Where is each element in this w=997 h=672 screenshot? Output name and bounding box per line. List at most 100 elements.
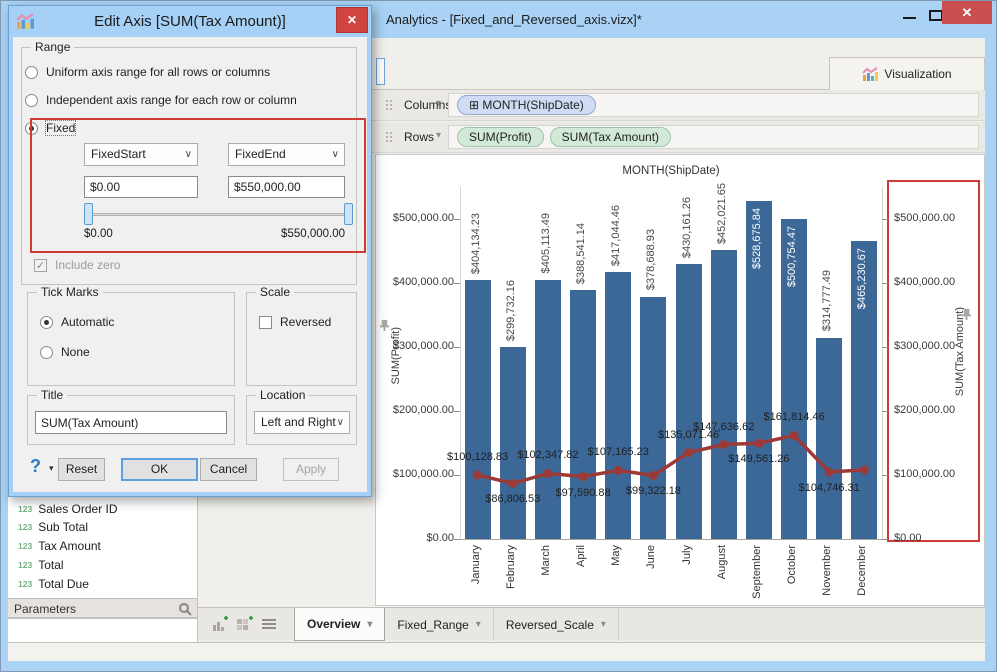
bar[interactable]: [816, 337, 843, 539]
bar[interactable]: [534, 279, 561, 539]
hidden-tab-edge: [376, 58, 385, 85]
bar[interactable]: [570, 290, 597, 539]
line-series: [473, 430, 869, 488]
apply-button[interactable]: Apply: [283, 458, 339, 481]
line-point[interactable]: [578, 472, 588, 482]
bar[interactable]: [781, 218, 808, 539]
bar[interactable]: [710, 249, 737, 539]
line-point[interactable]: [719, 440, 729, 450]
dialog-titlebar[interactable]: Edit Axis [SUM(Tax Amount)] ✕: [9, 6, 371, 37]
field-row-total[interactable]: 123 Total: [18, 555, 64, 574]
new-dashboard-icon[interactable]: [236, 615, 254, 633]
line-point[interactable]: [613, 465, 623, 475]
chevron-down-icon[interactable]: ▾: [436, 98, 442, 109]
radio-button[interactable]: [40, 345, 53, 359]
cancel-button[interactable]: Cancel: [200, 458, 257, 481]
numeric-field-icon: 123: [18, 522, 33, 533]
right-axis-pin-icon[interactable]: [960, 308, 973, 321]
visualization-chart-icon: [862, 66, 879, 81]
parameters-input[interactable]: [8, 618, 198, 644]
fixed-end-combo[interactable]: FixedEnd ∨: [228, 143, 345, 166]
line-value-label: $102,347.82: [517, 449, 579, 462]
location-combo[interactable]: Left and Right ∨: [254, 411, 350, 434]
line-point[interactable]: [648, 470, 658, 480]
minimize-button[interactable]: [899, 7, 921, 25]
field-row-sales-order-id[interactable]: 123 Sales Order ID: [18, 499, 118, 518]
rows-shelf-label: Rows: [404, 130, 435, 144]
field-row-sub-total[interactable]: 123 Sub Total: [18, 518, 88, 537]
left-axis-pin-icon[interactable]: [378, 319, 391, 332]
x-axis-category-label: July: [680, 545, 693, 565]
chevron-down-icon[interactable]: ▾: [436, 130, 442, 141]
range-slider-min-handle[interactable]: [84, 203, 93, 225]
close-button[interactable]: ✕: [942, 1, 992, 24]
right-axis-highlight-box: [887, 180, 980, 542]
line-point[interactable]: [754, 438, 764, 448]
dialog-chart-icon: [16, 13, 34, 29]
tab-visualization[interactable]: Visualization: [829, 57, 985, 90]
range-slider-track[interactable]: [88, 213, 353, 216]
radio-button[interactable]: [25, 93, 38, 107]
ok-button[interactable]: OK: [121, 458, 198, 481]
line-value-label: $97,590.88: [555, 486, 611, 499]
new-worksheet-icon[interactable]: [212, 615, 230, 633]
plot-left-edge: [460, 187, 461, 539]
field-row-total-due[interactable]: 123 Total Due: [18, 574, 89, 593]
search-icon[interactable]: [178, 602, 192, 616]
bar[interactable]: [675, 263, 702, 539]
include-zero-checkbox[interactable]: ✓: [34, 258, 47, 272]
line-point[interactable]: [508, 478, 518, 488]
worksheet-tab-label: Reversed_Scale: [505, 617, 594, 632]
row-pill[interactable]: SUM(Profit): [457, 127, 544, 147]
field-row-tax-amount[interactable]: 123 Tax Amount: [18, 537, 101, 556]
columns-pill-zone: ⊞ MONTH(ShipDate): [448, 93, 979, 117]
bar[interactable]: [851, 241, 878, 539]
right-axis-tick-label: $0.00: [894, 532, 922, 544]
line-point[interactable]: [824, 467, 834, 477]
bar[interactable]: [605, 272, 632, 539]
right-axis-tick: [882, 539, 888, 540]
worksheet-tab-fixed_range[interactable]: Fixed_Range ▾: [385, 608, 494, 641]
line-point[interactable]: [789, 430, 799, 440]
bar[interactable]: [464, 280, 491, 539]
x-axis-category-label: October: [786, 545, 799, 585]
row-pill[interactable]: SUM(Tax Amount): [549, 127, 672, 147]
chart-panel: MONTH(ShipDate) $0.00 $0.00 $100,000.00 $10…: [375, 154, 985, 606]
radio-button[interactable]: [40, 315, 53, 329]
column-pill[interactable]: ⊞ MONTH(ShipDate): [457, 95, 596, 115]
bar[interactable]: [499, 347, 526, 539]
bar[interactable]: [640, 296, 667, 539]
help-button[interactable]: ?: [30, 456, 41, 476]
line-point[interactable]: [859, 465, 869, 475]
line-point[interactable]: [473, 470, 483, 480]
fixed-end-input[interactable]: [228, 176, 345, 198]
left-axis-tick-label: $400,000.00: [392, 276, 454, 288]
drag-handle-icon[interactable]: [386, 100, 388, 102]
columns-shelf-label: Columns: [404, 98, 452, 112]
line-point[interactable]: [684, 448, 694, 458]
fixed-start-input[interactable]: [84, 176, 198, 198]
line-value-label: $99,322.18: [625, 485, 681, 498]
maximize-icon: [929, 10, 943, 21]
line-value-label: $149,561.26: [728, 453, 790, 466]
fixed-start-combo[interactable]: FixedStart ∨: [84, 143, 198, 166]
reset-button[interactable]: Reset: [58, 458, 105, 481]
worksheet-list-icon[interactable]: [260, 615, 278, 633]
field-label: Total: [38, 557, 64, 572]
parameters-bar[interactable]: Parameters: [8, 598, 198, 618]
reversed-checkbox[interactable]: [259, 315, 272, 329]
right-axis-tick-label: $300,000.00: [894, 340, 956, 352]
range-slider-max-handle[interactable]: [344, 203, 353, 225]
right-axis-tick-label: $100,000.00: [894, 468, 956, 480]
axis-title-input[interactable]: [35, 411, 227, 434]
worksheet-tab-overview[interactable]: Overview ▾: [294, 608, 386, 641]
bar[interactable]: [745, 200, 772, 539]
x-axis-category-label: May: [610, 545, 623, 566]
worksheet-tab-reversed_scale[interactable]: Reversed_Scale ▾: [494, 608, 619, 641]
field-label: Tax Amount: [38, 539, 101, 554]
dialog-close-button[interactable]: ✕: [336, 7, 368, 33]
edit-axis-dialog: Edit Axis [SUM(Tax Amount)] ✕ Range Unif…: [8, 5, 372, 497]
radio-button[interactable]: [25, 65, 38, 79]
drag-handle-icon[interactable]: [386, 132, 388, 134]
line-point[interactable]: [543, 468, 553, 478]
